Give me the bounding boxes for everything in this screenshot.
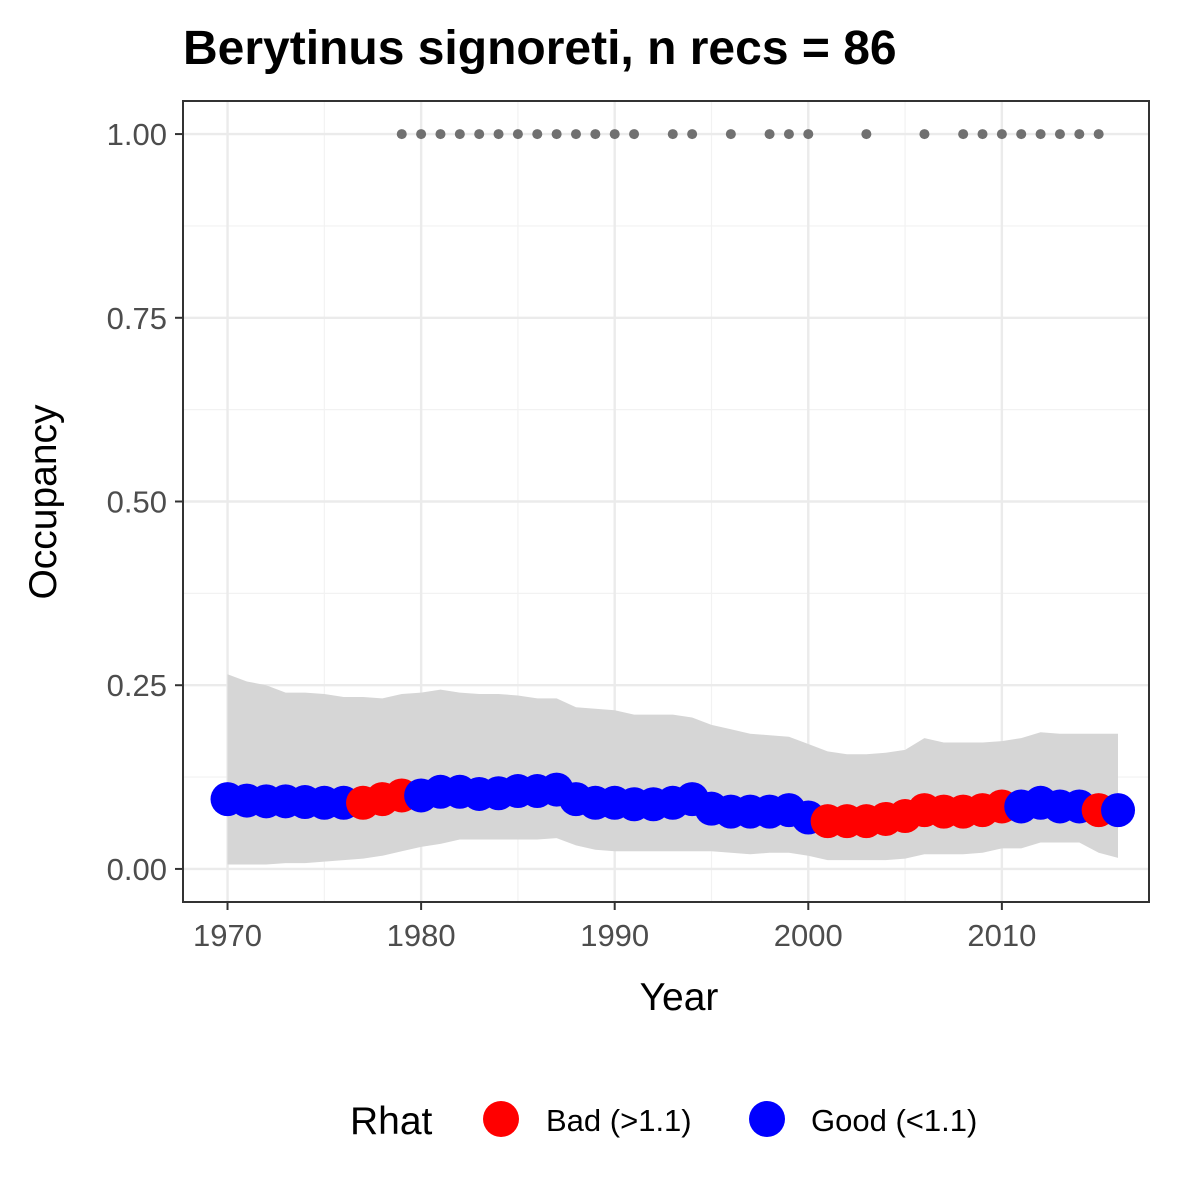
record-point: [764, 129, 775, 140]
record-point: [416, 129, 427, 140]
y-axis-ticks: 0.00 0.25 0.50 0.75 1.00: [107, 117, 183, 887]
record-point: [435, 129, 446, 140]
record-point: [454, 129, 465, 140]
record-point: [687, 129, 698, 140]
record-point: [532, 129, 543, 140]
y-tick-label: 0.25: [107, 668, 167, 703]
occupancy-point-good: [1101, 793, 1136, 828]
occupancy-points: [210, 772, 1136, 839]
legend-swatch-bad: [483, 1101, 519, 1137]
record-point: [1074, 129, 1085, 140]
record-point: [474, 129, 485, 140]
x-tick-label: 1980: [387, 918, 456, 953]
record-point: [1035, 129, 1046, 140]
x-tick-label: 1990: [580, 918, 649, 953]
record-point: [609, 129, 620, 140]
legend-label-good: Good (<1.1): [811, 1103, 977, 1138]
y-tick-label: 0.75: [107, 301, 167, 336]
record-point: [493, 129, 504, 140]
record-point: [1093, 129, 1104, 140]
record-point: [996, 129, 1007, 140]
record-point: [725, 129, 736, 140]
record-points: [396, 129, 1104, 140]
legend-title: Rhat: [350, 1100, 433, 1143]
record-point: [1016, 129, 1027, 140]
x-axis-title: Year: [640, 976, 719, 1019]
record-point: [629, 129, 640, 140]
legend: Rhat Bad (>1.1) Good (<1.1): [350, 1100, 977, 1143]
record-point: [919, 129, 930, 140]
record-point: [1054, 129, 1065, 140]
y-axis-title: Occupancy: [22, 404, 65, 600]
x-tick-label: 2000: [774, 918, 843, 953]
legend-swatch-good: [749, 1101, 785, 1137]
legend-label-bad: Bad (>1.1): [546, 1103, 692, 1138]
x-axis-ticks: 1970 1980 1990 2000 2010: [193, 902, 1036, 953]
record-point: [803, 129, 814, 140]
record-point: [590, 129, 601, 140]
y-tick-label: 1.00: [107, 117, 167, 152]
record-point: [551, 129, 562, 140]
record-point: [783, 129, 794, 140]
record-point: [667, 129, 678, 140]
y-tick-label: 0.50: [107, 485, 167, 520]
record-point: [396, 129, 407, 140]
x-tick-label: 1970: [193, 918, 262, 953]
y-tick-label: 0.00: [107, 852, 167, 887]
record-point: [861, 129, 872, 140]
record-point: [570, 129, 581, 140]
chart-title: Berytinus signoreti, n recs = 86: [183, 22, 897, 75]
record-point: [977, 129, 988, 140]
x-tick-label: 2010: [967, 918, 1036, 953]
record-point: [958, 129, 969, 140]
record-point: [512, 129, 523, 140]
